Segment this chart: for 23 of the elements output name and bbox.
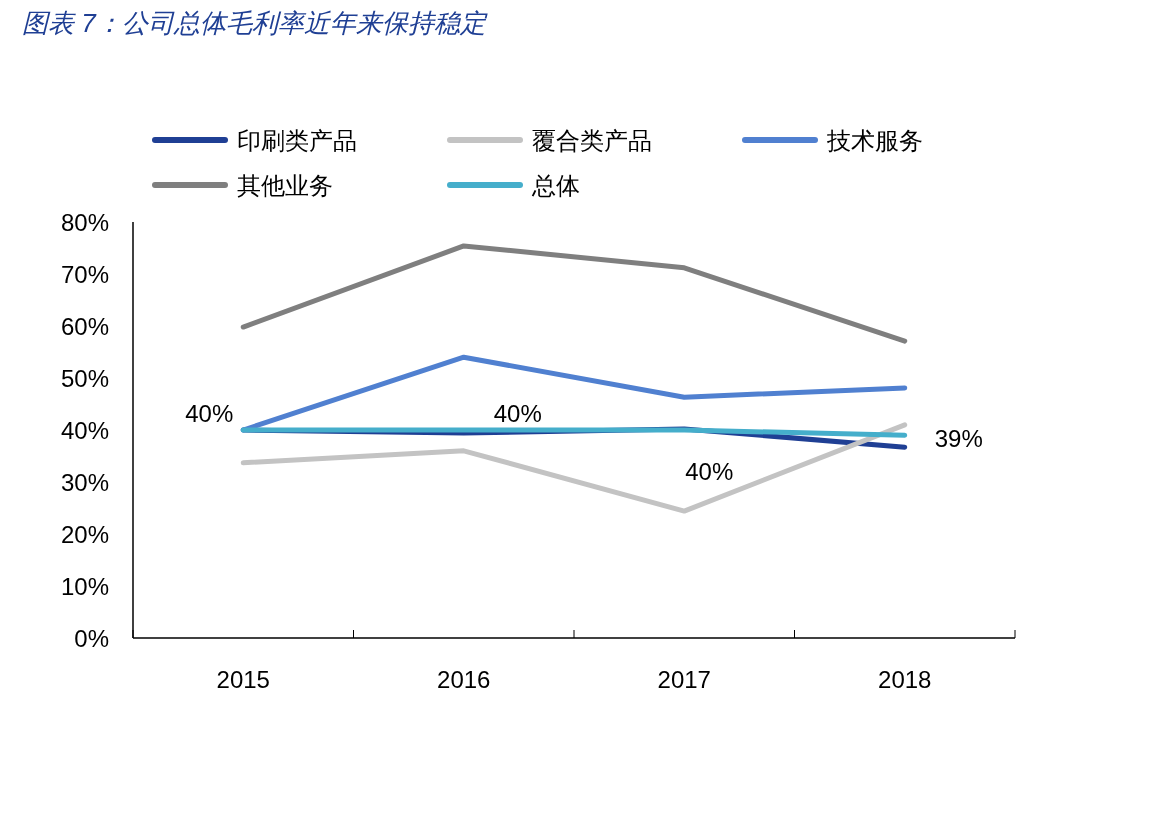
x-tick-label: 2017 bbox=[657, 666, 711, 693]
x-tick-label: 2015 bbox=[216, 666, 270, 693]
legend-label: 其他业务 bbox=[237, 172, 333, 199]
y-tick-label: 40% bbox=[60, 417, 109, 444]
y-tick-label: 0% bbox=[74, 625, 109, 652]
y-tick-label: 80% bbox=[60, 209, 109, 236]
data-label: 40% bbox=[185, 400, 234, 427]
legend-label: 覆合类产品 bbox=[532, 127, 652, 154]
y-tick-label: 60% bbox=[60, 313, 109, 340]
legend-label: 总体 bbox=[531, 172, 580, 199]
legend-label: 印刷类产品 bbox=[237, 127, 357, 154]
y-tick-label: 70% bbox=[60, 261, 109, 288]
y-tick-label: 20% bbox=[60, 521, 109, 548]
data-label: 39% bbox=[934, 425, 983, 453]
x-tick-label: 2016 bbox=[437, 666, 491, 693]
chart-title: 图表 7：公司总体毛利率近年来保持稳定 bbox=[22, 8, 488, 38]
data-label: 40% bbox=[685, 458, 734, 485]
x-tick-label: 2018 bbox=[878, 666, 932, 693]
legend-label: 技术服务 bbox=[826, 127, 923, 154]
data-label: 40% bbox=[493, 400, 542, 427]
y-tick-label: 50% bbox=[60, 365, 109, 392]
y-tick-label: 10% bbox=[60, 573, 109, 600]
y-tick-label: 30% bbox=[60, 469, 109, 496]
